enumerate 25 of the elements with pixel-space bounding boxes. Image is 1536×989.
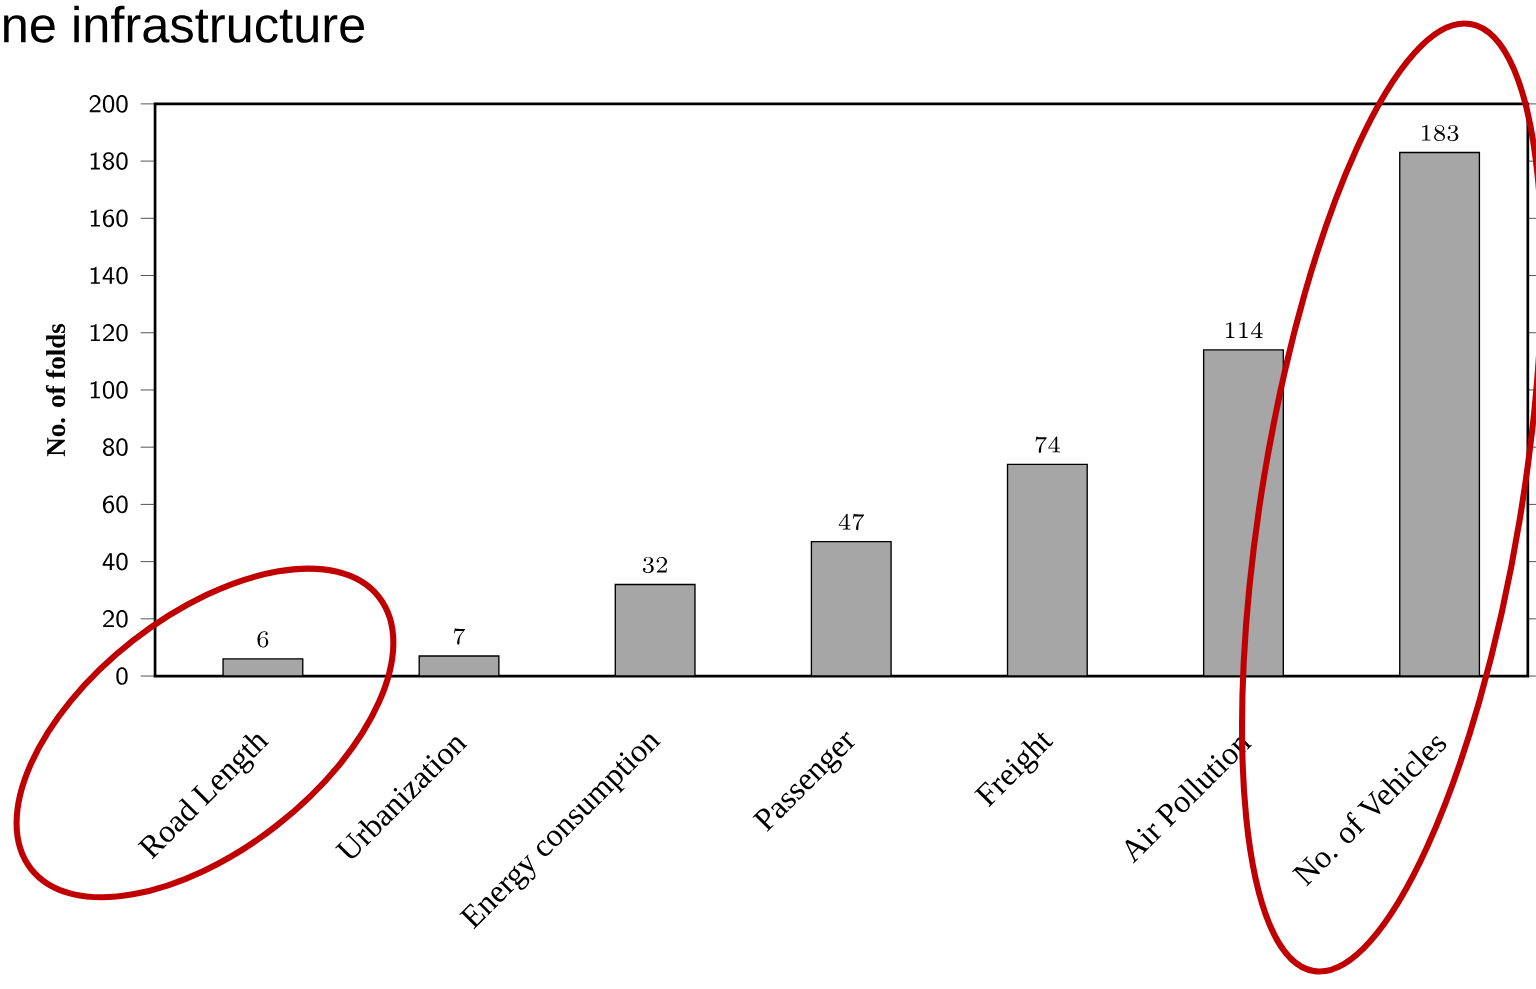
data-label: 47 — [838, 513, 865, 531]
y-tick-label: 80 — [102, 438, 128, 457]
y-tick-label: 60 — [102, 495, 128, 514]
y-tick-label: 180 — [90, 152, 128, 170]
data-label: 7 — [453, 628, 466, 645]
bar — [614, 583, 696, 677]
data-label: 6 — [257, 631, 269, 648]
chart-title: ne infrastructure — [4, 5, 365, 43]
y-tick-label: 160 — [90, 209, 128, 228]
bar — [810, 540, 892, 677]
y-axis-title: No. of folds — [45, 323, 66, 457]
bar — [1202, 349, 1284, 677]
y-tick-label: 0 — [116, 667, 128, 685]
y-tick-label: 120 — [90, 323, 128, 342]
data-label: 32 — [642, 556, 668, 574]
bar — [1399, 151, 1481, 677]
data-label: 114 — [1225, 322, 1263, 338]
y-tick-label: 40 — [102, 552, 128, 571]
data-label: 183 — [1422, 124, 1459, 142]
y-tick-label: 200 — [89, 95, 128, 113]
bar — [1006, 463, 1088, 677]
y-tick-label: 20 — [102, 609, 128, 628]
y-tick-label: 100 — [90, 381, 128, 399]
data-label: 74 — [1035, 436, 1060, 453]
y-tick-label: 140 — [90, 266, 128, 285]
